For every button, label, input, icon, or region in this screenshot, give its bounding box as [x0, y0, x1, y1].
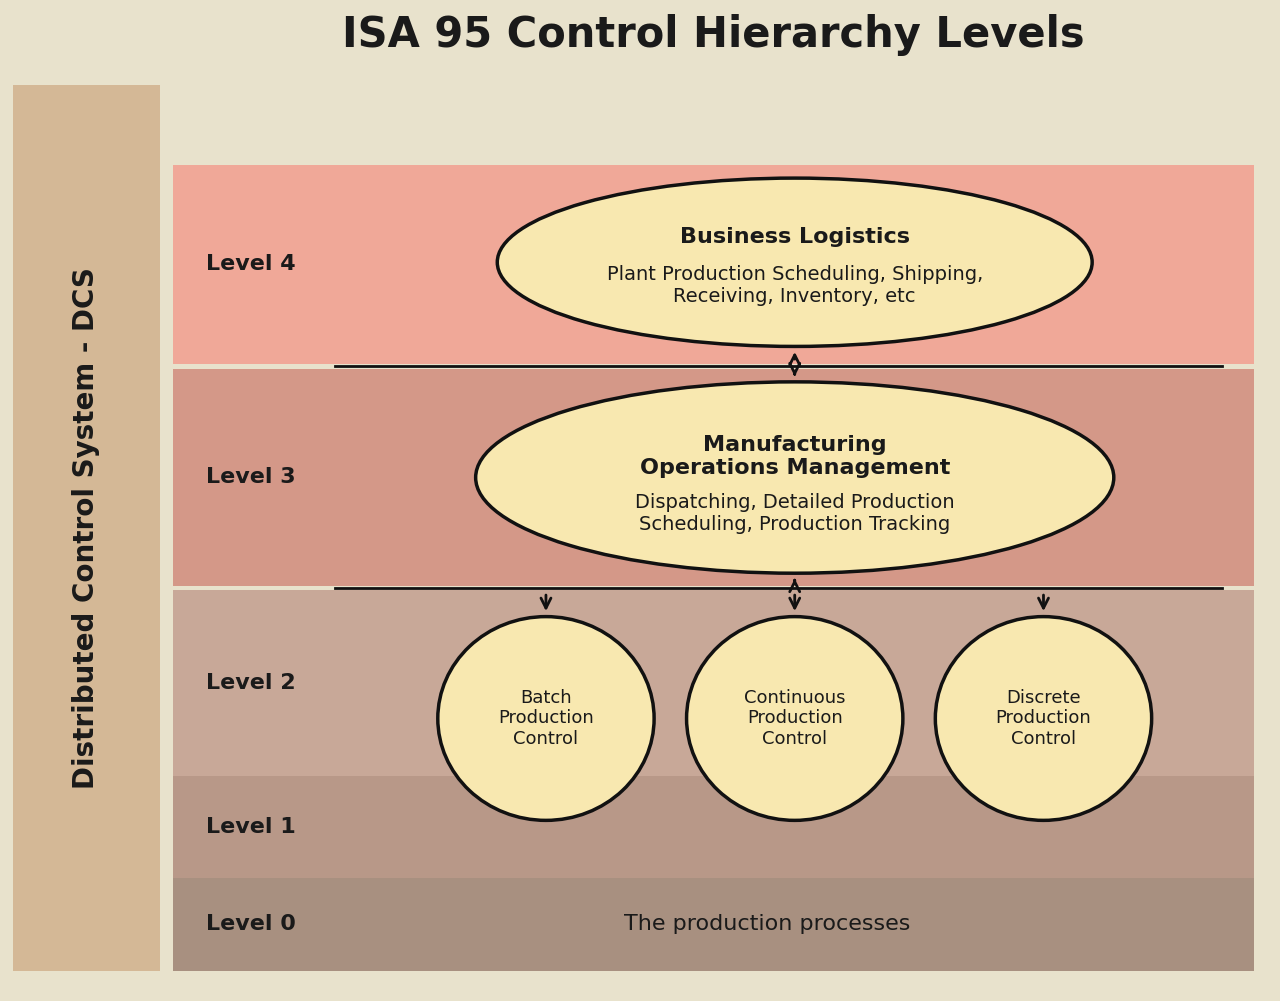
Bar	[173, 590, 1254, 776]
Text: Level 0: Level 0	[206, 915, 296, 935]
Text: Level 4: Level 4	[206, 254, 296, 274]
Ellipse shape	[476, 381, 1114, 574]
Text: Batch
Production
Control: Batch Production Control	[498, 689, 594, 749]
Bar	[173, 878, 1254, 971]
Text: The production processes: The production processes	[625, 915, 911, 935]
Bar	[173, 165, 1254, 364]
Ellipse shape	[936, 617, 1152, 821]
Text: Business Logistics: Business Logistics	[680, 227, 910, 247]
Text: ISA 95 Control Hierarchy Levels: ISA 95 Control Hierarchy Levels	[342, 14, 1085, 56]
Text: Plant Production Scheduling, Shipping,
Receiving, Inventory, etc: Plant Production Scheduling, Shipping, R…	[607, 265, 983, 306]
Text: Dispatching, Detailed Production
Scheduling, Production Tracking: Dispatching, Detailed Production Schedul…	[635, 493, 955, 535]
Ellipse shape	[686, 617, 902, 821]
Bar	[173, 776, 1254, 878]
Ellipse shape	[438, 617, 654, 821]
Text: Manufacturing
Operations Management: Manufacturing Operations Management	[640, 434, 950, 478]
Text: Continuous
Production
Control: Continuous Production Control	[744, 689, 846, 749]
Ellipse shape	[497, 178, 1092, 346]
Text: Level 1: Level 1	[206, 817, 296, 837]
Text: Level 2: Level 2	[206, 673, 296, 693]
Text: Level 3: Level 3	[206, 467, 296, 487]
Text: Distributed Control System - DCS: Distributed Control System - DCS	[73, 267, 100, 789]
Text: Discrete
Production
Control: Discrete Production Control	[996, 689, 1092, 749]
Bar	[173, 368, 1254, 586]
